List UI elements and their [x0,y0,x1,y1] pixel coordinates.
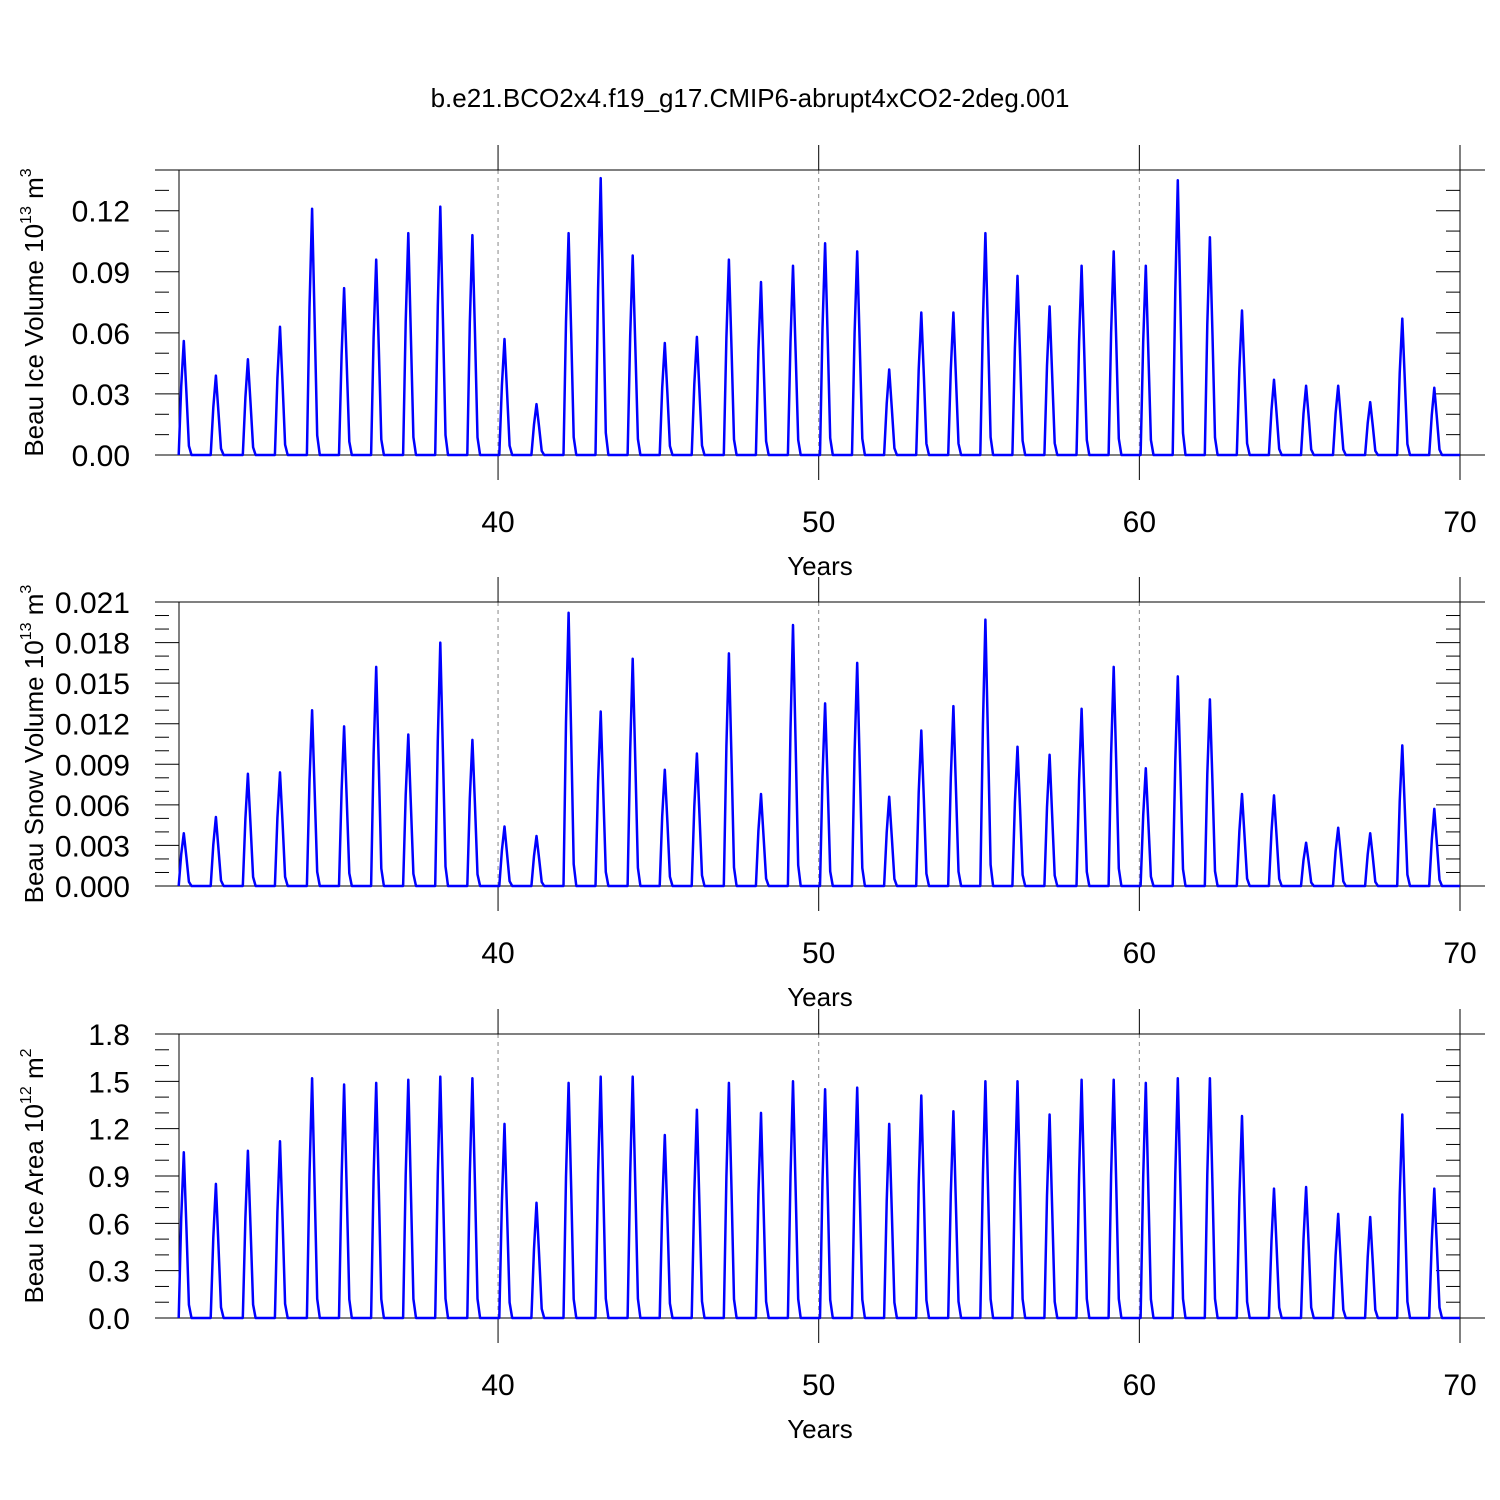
y-axis-label-exponent: 12 [18,1086,35,1104]
y-axis-label-text: Beau Ice Area 10 [19,1104,49,1303]
y-tick-label: 0.00 [72,440,130,473]
series-line [177,611,1460,888]
y-tick-label: 0.012 [55,709,130,742]
y-axis-label-text: Beau Ice Volume 10 [19,224,49,457]
x-tick-label: 50 [802,937,835,970]
y-axis-label-unit-exponent: 3 [18,585,35,594]
y-tick-label: 0.09 [72,257,130,290]
x-tick-label: 40 [481,1369,514,1402]
y-tick-label: 0.006 [55,790,130,823]
panel-ice-volume: 0.00 0.03 0.06 0.09 0.12 40 50 60 70 Years Beau Ic… [18,145,1485,581]
y-tick-label: 0.000 [55,871,130,904]
x-tick-label: 70 [1443,1369,1476,1402]
y-axis-label: Beau Ice Area 1012 m2 [18,1048,49,1303]
y-axis-label-text: Beau Snow Volume 10 [19,640,49,903]
x-tick-label: 60 [1123,1369,1156,1402]
y-axis-label: Beau Ice Volume 1013 m3 [18,168,49,456]
x-tick-label: 50 [802,1369,835,1402]
y-axis-label-exponent: 13 [18,206,35,224]
series-line [177,176,1460,457]
x-tick-label: 40 [481,506,514,539]
figure-title: b.e21.BCO2x4.f19_g17.CMIP6-abrupt4xCO2-2… [431,83,1070,113]
panel-ice-area: 0.0 0.3 0.6 0.9 1.2 1.5 1.8 40 50 60 70 Years Beau I… [18,1009,1485,1444]
series-line [177,1075,1460,1320]
y-tick-label: 0.015 [55,668,130,701]
x-tick-label: 70 [1443,506,1476,539]
y-axis-label-unit: m [19,1057,49,1086]
y-tick-label: 0.9 [88,1161,130,1194]
y-tick-label: 1.2 [88,1114,130,1147]
x-axis-label: Years [787,982,853,1012]
y-axis-label-unit: m [19,177,49,206]
x-tick-label: 70 [1443,937,1476,970]
y-tick-label: 0.018 [55,628,130,661]
y-axis-label-unit-exponent: 3 [18,168,35,177]
x-axis-label: Years [787,551,853,581]
y-axis-label-exponent: 13 [18,622,35,640]
x-tick-label: 60 [1123,506,1156,539]
y-tick-label: 0.03 [72,379,130,412]
x-tick-label: 50 [802,506,835,539]
y-axis-label-unit-exponent: 2 [18,1048,35,1057]
panel-snow-volume: 0.000 0.003 0.006 0.009 0.012 0.015 0.018 0.021… [18,577,1485,1012]
y-axis-label: Beau Snow Volume 1013 m3 [18,585,49,904]
y-tick-label: 0.0 [88,1303,130,1336]
y-tick-label: 0.06 [72,318,130,351]
y-tick-label: 0.009 [55,749,130,782]
y-axis-label-unit: m [19,594,49,623]
y-tick-label: 0.12 [72,196,130,229]
y-tick-label: 0.3 [88,1256,130,1289]
y-tick-label: 0.6 [88,1208,130,1241]
y-tick-label: 0.003 [55,830,130,863]
y-tick-label: 0.021 [55,587,130,620]
y-tick-label: 1.8 [88,1019,130,1052]
x-tick-label: 60 [1123,937,1156,970]
x-axis-label: Years [787,1414,853,1444]
x-tick-label: 40 [481,937,514,970]
y-tick-label: 1.5 [88,1066,130,1099]
